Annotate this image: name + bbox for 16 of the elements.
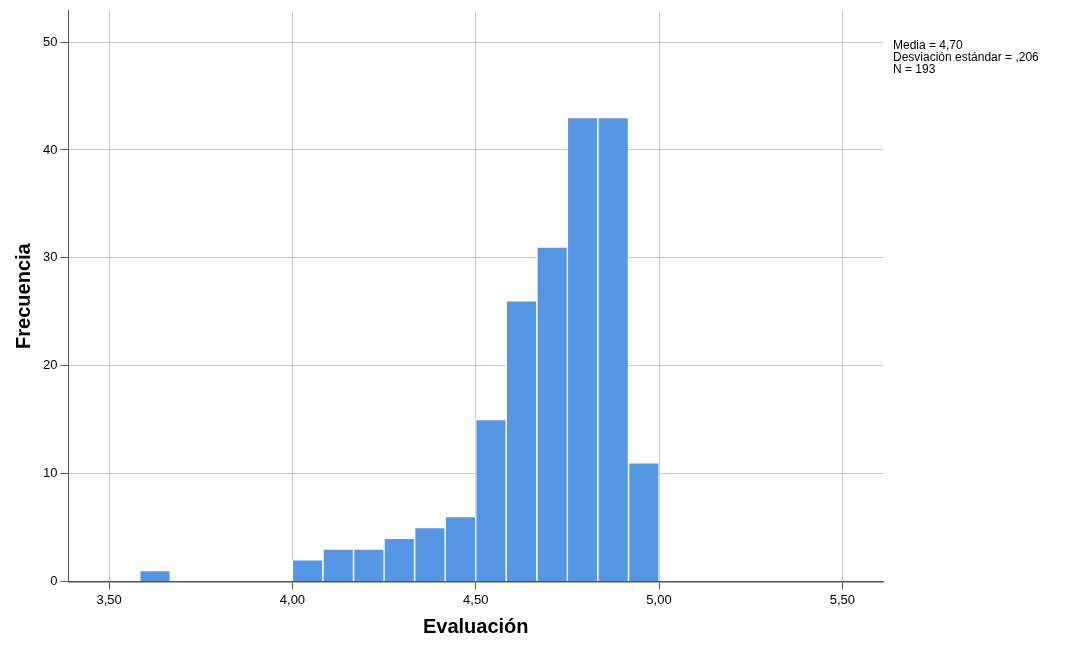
x-tick-label: 5,00	[646, 591, 672, 607]
x-tick-label: 5,50	[829, 591, 855, 607]
y-tick-label: 50	[42, 33, 58, 49]
text: Media = 4,70	[893, 38, 964, 53]
y-tick-label: 40	[42, 141, 58, 157]
x-tick-label: 3,50	[96, 591, 122, 607]
x-tick-label: 4,50	[463, 591, 489, 607]
y-tick-label: 30	[42, 249, 58, 265]
x-tick-label: 4,00	[279, 591, 306, 607]
x-axis-title: Evaluación	[422, 614, 529, 637]
text: Desviación estándar = ,206	[893, 50, 1040, 65]
y-tick-label: 0	[50, 572, 58, 588]
y-axis-title: Frecuencia	[11, 242, 34, 349]
y-tick-label: 20	[42, 357, 58, 373]
text: N = 193	[893, 62, 936, 77]
y-tick-label: 10	[42, 465, 58, 481]
